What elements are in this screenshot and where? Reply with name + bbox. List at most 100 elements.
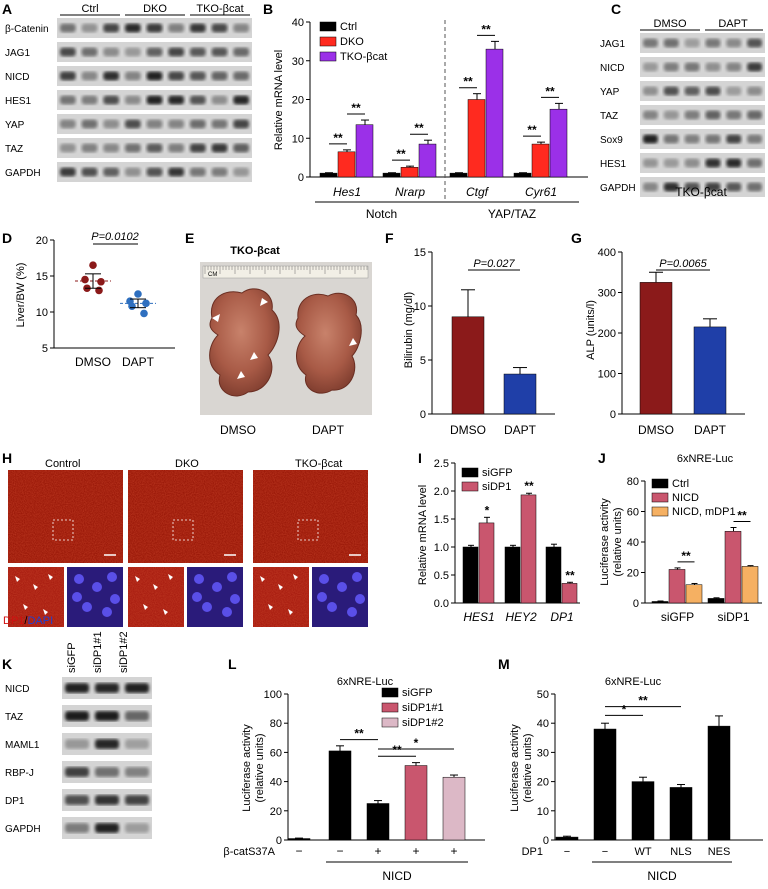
micro-arrow xyxy=(135,576,140,582)
blot-band-catenin-7 xyxy=(211,23,228,33)
blot-band-yap-3 xyxy=(125,119,141,129)
bar-1-sigfp xyxy=(328,750,352,841)
blot-band-dp1-2 xyxy=(125,795,149,805)
lane-label-sidp1-2: siDP1#2 xyxy=(118,631,130,673)
group-label-yap-taz: YAP/TAZ xyxy=(488,207,536,221)
point-dmso-0 xyxy=(89,261,97,270)
y-tick-label: 50 xyxy=(537,689,549,701)
blot-band-yap-8 xyxy=(233,119,249,129)
panel-i: I 0.0 0.5 1.0 1.5 2.0 2.5 Relative mRNA level *… xyxy=(417,450,580,624)
blot-band-nicd-2 xyxy=(684,62,700,72)
blot-band-catenin-1 xyxy=(81,23,98,33)
blot-band-maml1-2 xyxy=(125,739,149,749)
y-axis-label: (relative units) xyxy=(254,733,266,802)
legend-swatch-nicd-mdp1 xyxy=(651,506,669,517)
panel-k-letter: K xyxy=(2,656,12,672)
blot-band-hes1-2 xyxy=(103,95,119,105)
panel-c-caption: TKO-βcat xyxy=(675,185,727,199)
micro-zoom-texture-0 xyxy=(8,567,64,627)
y-tick-label: 20 xyxy=(270,806,282,818)
legend-label-ctrl: Ctrl xyxy=(340,21,357,33)
micro-zoom-texture-1 xyxy=(128,567,184,627)
bar-sigfp-nicd-mdp1 xyxy=(685,584,703,604)
y-tick-label: 100 xyxy=(264,689,282,701)
blot-band-nicd-3 xyxy=(125,71,141,81)
stain-dapi: DAPI xyxy=(27,615,53,627)
micro-arrow xyxy=(293,574,298,580)
chart-title: 6xNRE-Luc xyxy=(605,676,662,688)
y-tick-label: 0 xyxy=(276,835,282,847)
micro-arrow xyxy=(260,576,265,582)
y-tick-label: 80 xyxy=(627,476,639,488)
blot-band-jag1-5 xyxy=(747,38,762,48)
legend-label-sidp1-2: siDP1#2 xyxy=(402,717,444,729)
blot-band-taz-0 xyxy=(60,143,76,153)
blot-band-gapdh-5 xyxy=(747,182,762,192)
y-axis-label: Luciferase activity xyxy=(599,498,611,586)
blot-band-hes1-4 xyxy=(146,95,163,105)
lane-label-sigfp: siGFP xyxy=(66,642,78,673)
row-value-2: + xyxy=(374,844,381,858)
blot-band-gapdh-1 xyxy=(95,823,119,833)
row-value-4: + xyxy=(450,844,457,858)
micro-texture-2 xyxy=(253,470,368,563)
chart-title: 6xNRE-Luc xyxy=(677,453,734,465)
blot-strip-hes1 xyxy=(640,153,765,173)
group-label: NICD xyxy=(647,869,677,883)
blot-band-gapdh-0 xyxy=(643,182,658,192)
blot-band-catenin-5 xyxy=(168,23,184,33)
significance-mark: ** xyxy=(545,84,555,98)
row-value-2: WT xyxy=(634,846,651,858)
panel-f: F 0 5 10 15 Bilirubin (mg/dl) DMSO DAPT P=0.027 xyxy=(385,230,555,437)
y-tick-label: 0 xyxy=(298,172,304,184)
blot-label-hes1: HES1 xyxy=(600,159,627,170)
chart-j: 6xNRE-Luc 0 20 40 60 80 Luciferase activity (re… xyxy=(599,453,762,624)
blot-band-taz-3 xyxy=(705,110,721,120)
legend-swatch-dko xyxy=(319,36,337,47)
blot-band-taz-0 xyxy=(65,711,89,721)
y-axis-label: Bilirubin (mg/dl) xyxy=(403,292,415,368)
point-dapt-4 xyxy=(140,309,148,318)
y-tick-label: 0 xyxy=(543,835,549,847)
blot-band-gapdh-2 xyxy=(125,823,149,833)
panel-d-letter: D xyxy=(2,230,12,246)
panel-l: L 6xNRE-Luc 0 20 40 60 80 100 Luciferase activi… xyxy=(223,656,485,883)
y-tick-label: 10 xyxy=(36,307,48,319)
nucleus xyxy=(319,574,329,584)
bar-dmso xyxy=(639,282,673,415)
y-tick-label: 2.0 xyxy=(434,486,449,498)
y-axis-label: (relative units) xyxy=(612,507,624,576)
blot-band-jag1-1 xyxy=(663,38,679,48)
nucleus xyxy=(74,574,84,584)
blot-label-gapdh: GAPDH xyxy=(5,824,41,835)
group-label: NICD xyxy=(382,869,412,883)
blot-label-dp1: DP1 xyxy=(5,796,25,807)
blot-band-taz-5 xyxy=(168,143,184,153)
group-label-notch: Notch xyxy=(366,207,397,221)
nucleus xyxy=(107,572,117,582)
blot-band-hes1-3 xyxy=(125,95,141,105)
bar-hey2-sidp1 xyxy=(520,494,537,604)
blot-band-yap-0 xyxy=(60,119,76,129)
row-value-1: − xyxy=(602,846,608,858)
nucleus xyxy=(92,582,102,592)
x-tick-label-cyr61: Cyr61 xyxy=(525,185,557,199)
blot-band-gapdh-7 xyxy=(211,167,228,177)
y-tick-label: 30 xyxy=(292,56,304,68)
blot-band-rbp-j-1 xyxy=(95,767,119,777)
blot-band-taz-2 xyxy=(103,143,119,153)
bar-2-sigfp xyxy=(366,803,390,841)
bar-dmso xyxy=(451,316,485,415)
bar-4-sidp1-2 xyxy=(442,776,466,841)
blot-band-yap-5 xyxy=(168,119,184,129)
blot-label-yap: YAP xyxy=(5,120,25,131)
blot-label-jag1: JAG1 xyxy=(600,39,625,50)
micro-arrow xyxy=(153,584,158,590)
panel-a: A Ctrl DKO TKO-βcat β-Catenin JAG1 NICD HES… xyxy=(2,1,252,182)
nucleus xyxy=(355,594,365,604)
blot-band-gapdh-0 xyxy=(60,167,76,177)
blot-band-nicd-2 xyxy=(125,683,149,693)
bar-nrarp-ctrl xyxy=(382,172,401,178)
blot-band-taz-4 xyxy=(726,110,742,120)
nucleus xyxy=(222,607,232,617)
